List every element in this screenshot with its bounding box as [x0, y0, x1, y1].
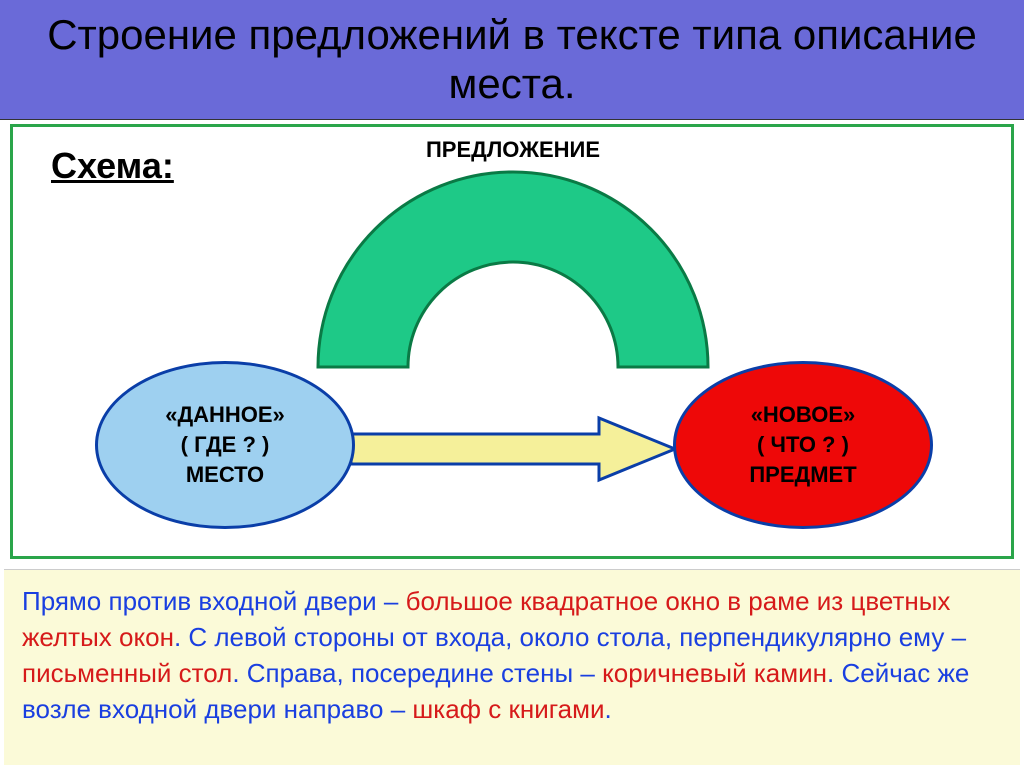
schema-label: Схема:	[51, 145, 174, 187]
seg-3a: Справа, посередине стены	[247, 658, 573, 688]
example-text-block: Прямо против входной двери – большое ква…	[4, 569, 1020, 765]
connector-arrow	[349, 414, 679, 484]
ellipse-given: «ДАННОЕ» ( ГДЕ ? ) МЕСТО	[95, 361, 355, 529]
seg-2a: С левой стороны от входа, около стола, п…	[188, 622, 944, 652]
seg-4b: шкаф с книгами	[412, 694, 604, 724]
diagram-frame: Схема: ПРЕДЛОЖЕНИЕ «ДАННОЕ» ( ГДЕ ? ) МЕ…	[10, 124, 1014, 559]
arrow-path	[351, 418, 675, 480]
arc-svg	[288, 137, 738, 397]
ellipse-new: «НОВОЕ» ( ЧТО ? ) ПРЕДМЕТ	[673, 361, 933, 529]
arc-label: ПРЕДЛОЖЕНИЕ	[288, 137, 738, 163]
ellipse-new-line3: ПРЕДМЕТ	[749, 460, 856, 490]
dash-4: –	[391, 694, 413, 724]
title-banner: Строение предложений в тексте типа описа…	[0, 0, 1024, 120]
dash-1: –	[384, 586, 406, 616]
ellipse-new-line1: «НОВОЕ»	[751, 400, 856, 430]
arc-shape: ПРЕДЛОЖЕНИЕ	[288, 137, 738, 397]
seg-1a: Прямо против входной двери	[22, 586, 377, 616]
dot-4: .	[605, 694, 612, 724]
seg-3b: коричневый камин	[602, 658, 827, 688]
dash-2: –	[952, 622, 966, 652]
slide-title: Строение предложений в тексте типа описа…	[24, 11, 1000, 108]
ellipse-given-line1: «ДАННОЕ»	[165, 400, 285, 430]
ellipse-given-line3: МЕСТО	[186, 460, 264, 490]
arrow-svg	[349, 414, 679, 484]
dot-2: .	[232, 658, 246, 688]
seg-2b: письменный стол	[22, 658, 232, 688]
arc-path	[318, 172, 708, 367]
dot-3: .	[827, 658, 841, 688]
dash-3: –	[580, 658, 602, 688]
ellipse-new-line2: ( ЧТО ? )	[757, 430, 849, 460]
ellipse-given-line2: ( ГДЕ ? )	[181, 430, 270, 460]
dot-1: .	[174, 622, 188, 652]
